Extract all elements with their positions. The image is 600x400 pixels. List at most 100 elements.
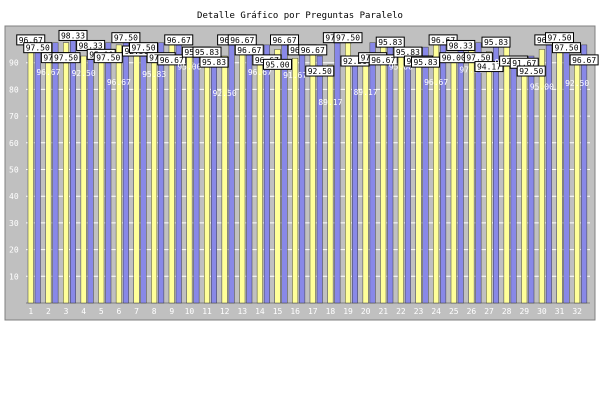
- data-label-box-s1-17: [298, 44, 328, 56]
- data-label-s1-10: 95.00: [177, 62, 201, 71]
- data-label-s2-21: 95.83: [378, 38, 402, 47]
- bar-s2-8: [158, 42, 165, 304]
- x-tick-label-18: 18: [326, 307, 336, 316]
- data-label-s1-8: 95.83: [142, 70, 166, 79]
- x-tick-label-17: 17: [308, 307, 318, 316]
- bar-s2-13: [246, 44, 253, 304]
- bar-s2-10: [193, 46, 200, 304]
- x-tick-label-27: 27: [484, 307, 494, 316]
- data-label-s2-9: 96.67: [167, 36, 191, 45]
- x-tick-label-6: 6: [117, 307, 122, 316]
- bar-s1-10: [186, 49, 193, 304]
- y-tick-label-60: 60: [9, 139, 19, 148]
- bar-s2-15: [281, 44, 288, 304]
- data-label-s1-29: 91.67: [512, 59, 536, 68]
- data-label-box-s2-17: [305, 65, 335, 77]
- bar-s2-27: [493, 46, 499, 304]
- data-label-box-s2-25: [446, 39, 476, 51]
- bar-s2-17: [316, 55, 323, 304]
- bar-s1-25: [450, 62, 457, 304]
- x-tick-label-30: 30: [537, 307, 547, 316]
- data-label-s1-12: 92.50: [213, 89, 237, 98]
- y-tick-label-70: 70: [9, 112, 19, 121]
- bar-s2-2: [52, 42, 59, 304]
- x-tick-label-8: 8: [152, 307, 157, 316]
- x-tick-label-32: 32: [572, 307, 582, 316]
- data-label-box-s2-32: [569, 54, 599, 66]
- data-label-box-s2-24: [428, 34, 458, 46]
- data-label-s1-9: 96.67: [160, 56, 184, 65]
- x-tick-label-3: 3: [64, 307, 69, 316]
- x-tick-label-31: 31: [555, 307, 565, 316]
- y-tick-label-30: 30: [9, 219, 19, 228]
- data-label-box-s2-15: [270, 34, 299, 46]
- data-label-s2-23: 95.83: [413, 58, 437, 67]
- data-label-box-s1-19: [333, 32, 363, 44]
- bar-s2-9: [175, 44, 182, 304]
- data-label-s2-3: 98.33: [61, 31, 85, 40]
- bar-s2-16: [299, 44, 306, 304]
- data-label-s1-18: 89.17: [318, 98, 342, 107]
- y-tick-label-90: 90: [9, 59, 19, 68]
- data-label-box-s2-29: [516, 65, 546, 77]
- x-tick-label-15: 15: [273, 307, 283, 316]
- x-tick-label-22: 22: [396, 307, 406, 316]
- data-label-box-s1-9: [157, 54, 187, 66]
- bar-s2-12: [228, 44, 235, 304]
- data-label-s2-11: 95.83: [202, 58, 226, 67]
- data-label-s2-1: 97.50: [26, 44, 50, 53]
- data-label-s2-7: 97.50: [131, 44, 155, 53]
- x-tick-label-9: 9: [169, 307, 174, 316]
- x-tick-label-4: 4: [81, 307, 86, 316]
- data-label-box-s2-13: [234, 44, 264, 56]
- bar-s1-11: [204, 46, 210, 304]
- data-label-s1-16: 91.67: [283, 71, 307, 80]
- data-label-s1-11: 95.83: [195, 48, 219, 57]
- bar-s1-5: [98, 49, 105, 304]
- data-label-s1-4: 92.50: [72, 69, 96, 78]
- data-label-box-s2-27: [481, 36, 511, 48]
- x-tick-label-11: 11: [202, 307, 212, 316]
- bar-s1-8: [151, 46, 158, 304]
- data-label-s2-32: 96.67: [572, 56, 596, 65]
- bar-s1-22: [397, 49, 404, 304]
- data-label-box-s2-31: [552, 42, 581, 54]
- bar-s1-31: [556, 42, 563, 304]
- bar-s1-21: [380, 44, 387, 304]
- data-label-box-s2-3: [58, 29, 88, 41]
- bar-s2-4: [87, 40, 94, 304]
- bar-s1-14: [256, 44, 263, 304]
- bar-s1-6: [115, 44, 122, 304]
- bar-s1-29: [521, 57, 528, 304]
- x-tick-label-19: 19: [343, 307, 353, 316]
- bar-s2-25: [457, 40, 464, 304]
- x-tick-label-1: 1: [28, 307, 33, 316]
- bar-s2-28: [510, 55, 517, 304]
- data-label-s2-17: 92.50: [308, 67, 332, 76]
- bar-s1-27: [486, 51, 492, 304]
- data-label-s1-24: 96.67: [424, 78, 448, 87]
- data-label-box-s2-11: [199, 56, 229, 68]
- bar-s2-22: [404, 46, 411, 304]
- y-tick-label-20: 20: [9, 246, 19, 255]
- bar-s2-26: [475, 42, 482, 304]
- data-label-s1-13: 96.67: [230, 36, 254, 45]
- bar-s1-7: [133, 55, 140, 304]
- bar-s2-18: [334, 42, 341, 304]
- data-label-s2-15: 96.67: [272, 36, 296, 45]
- bar-s2-20: [369, 42, 376, 304]
- data-label-s2-25: 98.33: [449, 41, 473, 50]
- x-tick-label-16: 16: [290, 307, 300, 316]
- data-label-box-s1-27: [474, 61, 504, 73]
- data-label-s1-2: 96.67: [36, 68, 60, 77]
- x-tick-label-14: 14: [255, 307, 265, 316]
- data-label-s1-22: 95.00: [389, 62, 413, 71]
- x-tick-label-20: 20: [361, 307, 371, 316]
- x-tick-label-23: 23: [414, 307, 424, 316]
- bar-s2-14: [263, 44, 270, 304]
- bar-s2-3: [70, 40, 76, 304]
- data-label-s1-21: 96.67: [371, 56, 395, 65]
- bar-s2-7: [140, 42, 147, 304]
- bar-s1-12: [221, 55, 228, 304]
